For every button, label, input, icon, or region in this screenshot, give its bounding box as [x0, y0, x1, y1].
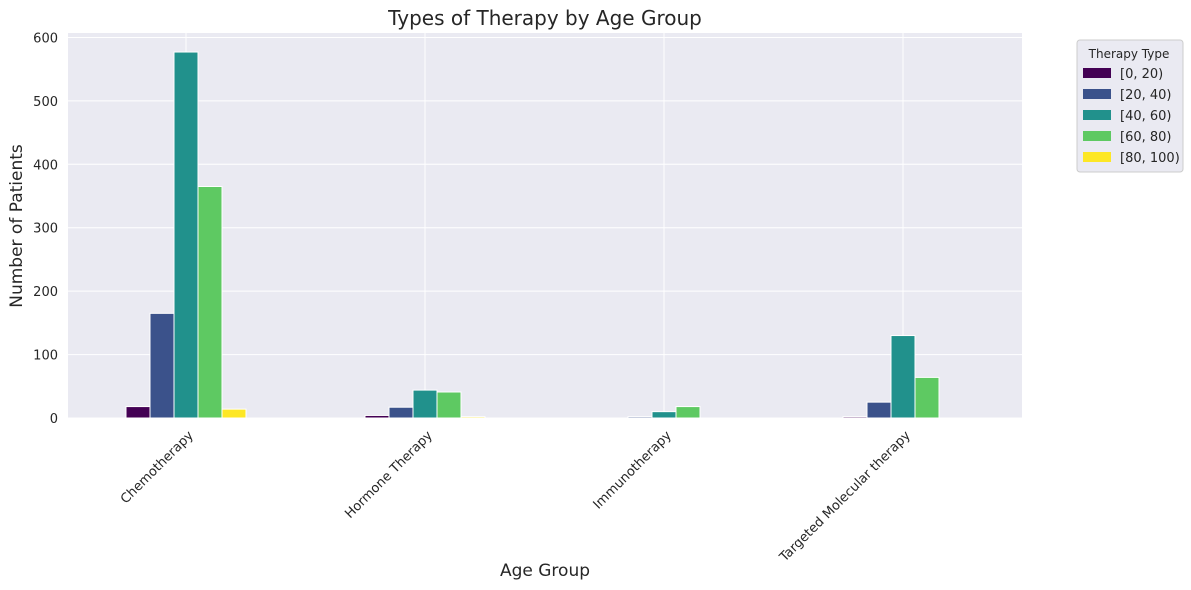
- bar: [197, 185, 223, 419]
- y-tick-label: 500: [33, 95, 58, 110]
- bar: [651, 411, 677, 419]
- bar: [364, 414, 390, 419]
- bar: [460, 416, 486, 419]
- legend-item-label: [0, 20): [1120, 67, 1163, 82]
- bar: [866, 401, 892, 419]
- y-tick-label: 400: [33, 158, 58, 173]
- y-tick-label: 0: [50, 412, 58, 427]
- bar: [675, 406, 701, 419]
- x-tick-label: Hormone Therapy: [342, 428, 436, 522]
- legend-item-label: [20, 40): [1120, 88, 1172, 103]
- bar: [173, 51, 199, 419]
- legend-swatch: [1083, 89, 1111, 99]
- legend-swatch: [1083, 68, 1111, 78]
- y-tick-label: 200: [33, 285, 58, 300]
- bar: [914, 376, 940, 419]
- legend-item-label: [40, 60): [1120, 109, 1172, 124]
- chart-title: Types of Therapy by Age Group: [387, 6, 702, 30]
- legend: Therapy Type [0, 20) [20, 40) [40, 60) [60,…: [1076, 39, 1184, 173]
- legend-swatch: [1083, 131, 1111, 141]
- y-tick-label: 300: [33, 222, 58, 237]
- bar: [125, 406, 151, 419]
- legend-swatch: [1083, 152, 1111, 162]
- legend-item-label: [80, 100): [1120, 151, 1180, 166]
- bars: [125, 51, 940, 419]
- bar: [221, 408, 247, 419]
- plot-background: [68, 33, 1022, 418]
- bar: [627, 416, 653, 419]
- legend-item-label: [60, 80): [1120, 130, 1172, 145]
- bar: [842, 416, 868, 419]
- y-axis-ticks: 0 100 200 300 400 500 600: [33, 31, 58, 427]
- bar: [890, 335, 916, 419]
- x-axis-label: Age Group: [500, 561, 590, 581]
- bar: [436, 391, 462, 419]
- x-tick-label: Immunotherapy: [591, 428, 675, 512]
- y-tick-label: 100: [33, 349, 58, 364]
- x-tick-label: Chemotherapy: [118, 428, 197, 507]
- y-tick-label: 600: [33, 31, 58, 46]
- x-tick-label: Targeted Molecular therapy: [776, 428, 914, 566]
- bar: [388, 406, 414, 419]
- bar: [412, 389, 438, 419]
- legend-swatch: [1083, 110, 1111, 120]
- y-axis-label: Number of Patients: [7, 144, 27, 308]
- bar: [149, 312, 175, 419]
- x-axis-ticks: Chemotherapy Hormone Therapy Immunotherapy…: [118, 428, 914, 566]
- legend-title: Therapy Type: [1088, 47, 1170, 61]
